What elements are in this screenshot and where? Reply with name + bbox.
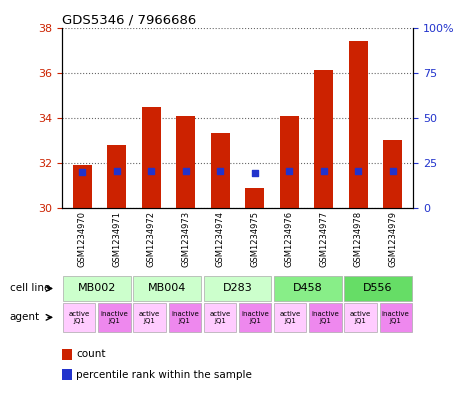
- Text: active
JQ1: active JQ1: [209, 311, 230, 324]
- Text: active
JQ1: active JQ1: [69, 311, 90, 324]
- Text: active
JQ1: active JQ1: [280, 311, 301, 324]
- Text: D458: D458: [293, 283, 323, 294]
- Text: active
JQ1: active JQ1: [139, 311, 160, 324]
- Point: [354, 168, 362, 174]
- Point: [148, 168, 155, 174]
- Point: [389, 168, 396, 174]
- Text: active
JQ1: active JQ1: [350, 311, 371, 324]
- Text: D283: D283: [223, 283, 252, 294]
- Text: MB004: MB004: [148, 283, 186, 294]
- Point: [251, 170, 258, 176]
- Text: GDS5346 / 7966686: GDS5346 / 7966686: [62, 14, 196, 27]
- Text: inactive
JQ1: inactive JQ1: [171, 311, 199, 324]
- Bar: [211, 132, 230, 208]
- Text: percentile rank within the sample: percentile rank within the sample: [76, 370, 252, 380]
- Text: cell line: cell line: [10, 283, 50, 294]
- Text: MB002: MB002: [78, 283, 116, 294]
- Point: [79, 169, 86, 175]
- Text: D556: D556: [363, 283, 393, 294]
- Bar: [383, 141, 402, 208]
- Bar: [280, 116, 299, 208]
- Bar: [142, 107, 161, 208]
- Point: [113, 168, 121, 174]
- Point: [217, 168, 224, 174]
- Point: [182, 168, 190, 174]
- Text: inactive
JQ1: inactive JQ1: [312, 311, 339, 324]
- Bar: [107, 145, 126, 208]
- Text: inactive
JQ1: inactive JQ1: [382, 311, 409, 324]
- Bar: [314, 70, 333, 208]
- Text: agent: agent: [10, 312, 39, 322]
- Bar: [73, 165, 92, 208]
- Point: [285, 168, 293, 174]
- Bar: [176, 116, 195, 208]
- Text: count: count: [76, 349, 105, 359]
- Text: inactive
JQ1: inactive JQ1: [101, 311, 128, 324]
- Bar: [349, 41, 368, 208]
- Text: inactive
JQ1: inactive JQ1: [241, 311, 269, 324]
- Point: [320, 168, 327, 174]
- Bar: [245, 188, 264, 208]
